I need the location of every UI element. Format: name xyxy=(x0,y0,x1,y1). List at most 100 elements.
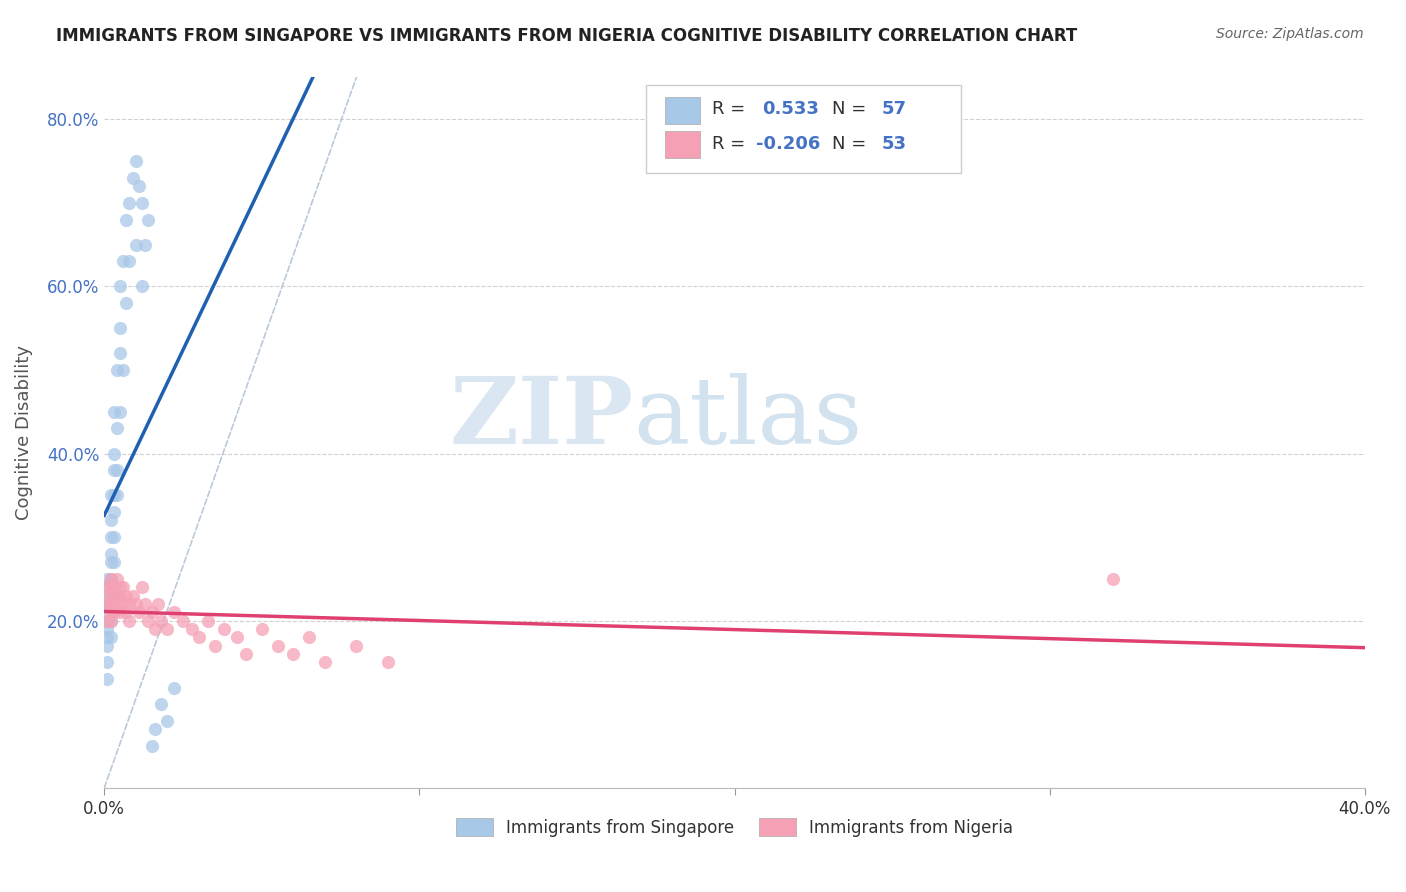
Point xyxy=(125,237,148,252)
Point xyxy=(96,622,118,636)
Point xyxy=(96,614,118,628)
Point xyxy=(125,154,148,169)
Text: ZIP: ZIP xyxy=(450,374,634,464)
Point xyxy=(100,614,122,628)
Point xyxy=(108,321,131,335)
Text: Source: ZipAtlas.com: Source: ZipAtlas.com xyxy=(1216,27,1364,41)
Point xyxy=(162,605,184,619)
Point xyxy=(162,681,184,695)
Point xyxy=(96,580,118,594)
Point xyxy=(235,647,257,661)
Text: 57: 57 xyxy=(882,101,907,119)
Point xyxy=(96,639,118,653)
Point xyxy=(141,605,163,619)
Point xyxy=(266,639,288,653)
Point xyxy=(96,631,118,645)
Point xyxy=(103,505,125,519)
Point xyxy=(115,605,138,619)
Point xyxy=(108,580,131,594)
Point xyxy=(96,614,118,628)
Point xyxy=(125,597,148,611)
Point xyxy=(100,597,122,611)
FancyBboxPatch shape xyxy=(665,131,700,158)
Point xyxy=(314,656,336,670)
Point xyxy=(115,296,138,310)
Point xyxy=(105,488,128,502)
Point xyxy=(100,597,122,611)
Point xyxy=(118,614,141,628)
Point xyxy=(131,195,153,210)
Point xyxy=(128,179,150,194)
Point xyxy=(96,572,118,586)
Point xyxy=(112,254,135,268)
Point xyxy=(143,723,166,737)
Point xyxy=(146,597,169,611)
Point xyxy=(225,631,247,645)
Point xyxy=(96,597,118,611)
Point xyxy=(118,597,141,611)
Point xyxy=(141,739,163,753)
Point xyxy=(108,405,131,419)
Text: R =: R = xyxy=(711,135,751,153)
Point xyxy=(112,597,135,611)
Point xyxy=(187,631,209,645)
Point xyxy=(100,530,122,544)
Point xyxy=(250,622,273,636)
Point xyxy=(108,279,131,293)
Point xyxy=(100,555,122,569)
Point xyxy=(118,195,141,210)
Point xyxy=(103,589,125,603)
Point xyxy=(344,639,367,653)
Point xyxy=(377,656,399,670)
Point xyxy=(105,463,128,477)
Point xyxy=(156,622,179,636)
Point xyxy=(105,572,128,586)
Point xyxy=(131,580,153,594)
Point xyxy=(100,547,122,561)
Point xyxy=(103,446,125,460)
Point xyxy=(115,212,138,227)
Point xyxy=(197,614,219,628)
Point xyxy=(204,639,226,653)
Point xyxy=(108,605,131,619)
Point xyxy=(112,580,135,594)
Point xyxy=(96,589,118,603)
Point xyxy=(100,614,122,628)
Point xyxy=(143,622,166,636)
Point xyxy=(283,647,305,661)
Point xyxy=(128,605,150,619)
Point xyxy=(96,589,118,603)
Legend: Immigrants from Singapore, Immigrants from Nigeria: Immigrants from Singapore, Immigrants fr… xyxy=(450,812,1019,844)
Point xyxy=(96,614,118,628)
FancyBboxPatch shape xyxy=(647,85,962,173)
Point xyxy=(96,672,118,686)
Point xyxy=(118,254,141,268)
Point xyxy=(115,589,138,603)
Point xyxy=(96,580,118,594)
Point xyxy=(100,580,122,594)
Point xyxy=(149,614,172,628)
Text: 0.533: 0.533 xyxy=(762,101,820,119)
Point xyxy=(131,279,153,293)
Text: N =: N = xyxy=(831,135,872,153)
Text: atlas: atlas xyxy=(634,374,863,464)
Text: 53: 53 xyxy=(882,135,907,153)
Point xyxy=(156,714,179,728)
Text: IMMIGRANTS FROM SINGAPORE VS IMMIGRANTS FROM NIGERIA COGNITIVE DISABILITY CORREL: IMMIGRANTS FROM SINGAPORE VS IMMIGRANTS … xyxy=(56,27,1077,45)
Point xyxy=(96,597,118,611)
Point xyxy=(103,605,125,619)
Point xyxy=(298,631,321,645)
Point xyxy=(100,572,122,586)
Point xyxy=(103,405,125,419)
Point xyxy=(96,605,118,619)
Point xyxy=(100,513,122,527)
Point xyxy=(100,572,122,586)
Point xyxy=(138,212,160,227)
Point xyxy=(1101,572,1123,586)
Text: -0.206: -0.206 xyxy=(756,135,820,153)
Point xyxy=(103,463,125,477)
Point xyxy=(105,421,128,435)
Point xyxy=(103,580,125,594)
Point xyxy=(212,622,235,636)
Point xyxy=(103,597,125,611)
